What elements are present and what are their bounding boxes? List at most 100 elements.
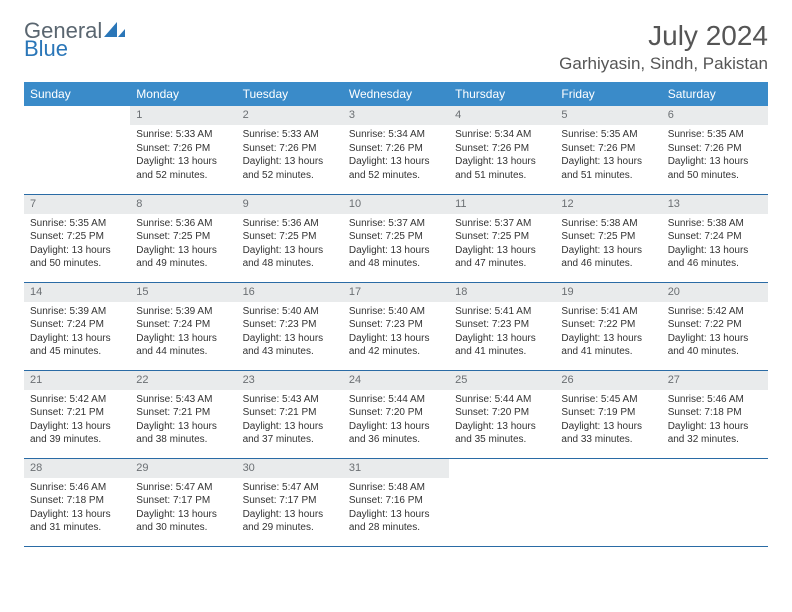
calendar-week-row: 21Sunrise: 5:42 AMSunset: 7:21 PMDayligh… [24,370,768,458]
day-details: Sunrise: 5:41 AMSunset: 7:22 PMDaylight:… [555,302,661,365]
daylight-line: Daylight: 13 hours and 41 minutes. [561,332,655,359]
calendar-day-cell: 4Sunrise: 5:34 AMSunset: 7:26 PMDaylight… [449,106,555,194]
day-details: Sunrise: 5:35 AMSunset: 7:26 PMDaylight:… [555,125,661,188]
calendar-day-cell: 1Sunrise: 5:33 AMSunset: 7:26 PMDaylight… [130,106,236,194]
weekday-header: Monday [130,82,236,106]
day-number: 21 [24,371,130,390]
sunset-line: Sunset: 7:21 PM [136,406,230,420]
day-number: 11 [449,195,555,214]
weekday-header: Sunday [24,82,130,106]
sunset-line: Sunset: 7:23 PM [349,318,443,332]
sunset-line: Sunset: 7:25 PM [243,230,337,244]
day-number: 14 [24,283,130,302]
sunset-line: Sunset: 7:22 PM [561,318,655,332]
daylight-line: Daylight: 13 hours and 51 minutes. [455,155,549,182]
day-number: 27 [662,371,768,390]
day-details: Sunrise: 5:38 AMSunset: 7:25 PMDaylight:… [555,214,661,277]
daylight-line: Daylight: 13 hours and 30 minutes. [136,508,230,535]
calendar-day-cell: 5Sunrise: 5:35 AMSunset: 7:26 PMDaylight… [555,106,661,194]
sunset-line: Sunset: 7:18 PM [668,406,762,420]
day-details: Sunrise: 5:47 AMSunset: 7:17 PMDaylight:… [130,478,236,541]
weekday-header: Saturday [662,82,768,106]
calendar-day-cell: 7Sunrise: 5:35 AMSunset: 7:25 PMDaylight… [24,194,130,282]
day-number: 15 [130,283,236,302]
sunset-line: Sunset: 7:25 PM [30,230,124,244]
calendar-week-row: 7Sunrise: 5:35 AMSunset: 7:25 PMDaylight… [24,194,768,282]
day-number: 23 [237,371,343,390]
day-number: 6 [662,106,768,125]
header: GeneralBlue July 2024 Garhiyasin, Sindh,… [24,20,768,74]
calendar-day-cell: 26Sunrise: 5:45 AMSunset: 7:19 PMDayligh… [555,370,661,458]
day-details: Sunrise: 5:44 AMSunset: 7:20 PMDaylight:… [343,390,449,453]
sunrise-line: Sunrise: 5:34 AM [455,128,549,142]
calendar-body: .1Sunrise: 5:33 AMSunset: 7:26 PMDayligh… [24,106,768,546]
day-number: 2 [237,106,343,125]
daylight-line: Daylight: 13 hours and 28 minutes. [349,508,443,535]
sunrise-line: Sunrise: 5:42 AM [668,305,762,319]
daylight-line: Daylight: 13 hours and 51 minutes. [561,155,655,182]
weekday-header: Friday [555,82,661,106]
daylight-line: Daylight: 13 hours and 40 minutes. [668,332,762,359]
daylight-line: Daylight: 13 hours and 46 minutes. [561,244,655,271]
day-number: 16 [237,283,343,302]
calendar-day-cell: 8Sunrise: 5:36 AMSunset: 7:25 PMDaylight… [130,194,236,282]
day-number: 20 [662,283,768,302]
day-details: Sunrise: 5:43 AMSunset: 7:21 PMDaylight:… [130,390,236,453]
sunset-line: Sunset: 7:24 PM [136,318,230,332]
daylight-line: Daylight: 13 hours and 49 minutes. [136,244,230,271]
calendar-day-cell: 29Sunrise: 5:47 AMSunset: 7:17 PMDayligh… [130,458,236,546]
sunset-line: Sunset: 7:24 PM [30,318,124,332]
day-details: Sunrise: 5:48 AMSunset: 7:16 PMDaylight:… [343,478,449,541]
daylight-line: Daylight: 13 hours and 46 minutes. [668,244,762,271]
calendar-day-cell: 6Sunrise: 5:35 AMSunset: 7:26 PMDaylight… [662,106,768,194]
day-details: Sunrise: 5:38 AMSunset: 7:24 PMDaylight:… [662,214,768,277]
day-number: 30 [237,459,343,478]
daylight-line: Daylight: 13 hours and 41 minutes. [455,332,549,359]
day-number: 19 [555,283,661,302]
sunset-line: Sunset: 7:16 PM [349,494,443,508]
sunrise-line: Sunrise: 5:43 AM [243,393,337,407]
calendar-day-cell: . [24,106,130,194]
sunset-line: Sunset: 7:21 PM [30,406,124,420]
sunrise-line: Sunrise: 5:40 AM [349,305,443,319]
daylight-line: Daylight: 13 hours and 45 minutes. [30,332,124,359]
weekday-header: Tuesday [237,82,343,106]
calendar-day-cell: 10Sunrise: 5:37 AMSunset: 7:25 PMDayligh… [343,194,449,282]
day-number: 25 [449,371,555,390]
daylight-line: Daylight: 13 hours and 37 minutes. [243,420,337,447]
calendar-day-cell: 30Sunrise: 5:47 AMSunset: 7:17 PMDayligh… [237,458,343,546]
calendar-day-cell: 13Sunrise: 5:38 AMSunset: 7:24 PMDayligh… [662,194,768,282]
sunset-line: Sunset: 7:26 PM [668,142,762,156]
sunrise-line: Sunrise: 5:47 AM [136,481,230,495]
weekday-header: Thursday [449,82,555,106]
calendar-week-row: .1Sunrise: 5:33 AMSunset: 7:26 PMDayligh… [24,106,768,194]
sunset-line: Sunset: 7:19 PM [561,406,655,420]
day-number: 7 [24,195,130,214]
day-details: Sunrise: 5:40 AMSunset: 7:23 PMDaylight:… [343,302,449,365]
day-number: 18 [449,283,555,302]
calendar-day-cell: 31Sunrise: 5:48 AMSunset: 7:16 PMDayligh… [343,458,449,546]
sunrise-line: Sunrise: 5:38 AM [561,217,655,231]
daylight-line: Daylight: 13 hours and 52 minutes. [136,155,230,182]
daylight-line: Daylight: 13 hours and 48 minutes. [243,244,337,271]
sunrise-line: Sunrise: 5:33 AM [243,128,337,142]
calendar-day-cell: 3Sunrise: 5:34 AMSunset: 7:26 PMDaylight… [343,106,449,194]
calendar-day-cell: . [449,458,555,546]
sunrise-line: Sunrise: 5:44 AM [455,393,549,407]
day-details: Sunrise: 5:37 AMSunset: 7:25 PMDaylight:… [449,214,555,277]
calendar-day-cell: 23Sunrise: 5:43 AMSunset: 7:21 PMDayligh… [237,370,343,458]
calendar-day-cell: 18 Sunrise: 5:41 AMSunset: 7:23 PMDayligh… [449,282,555,370]
day-number: 4 [449,106,555,125]
sunrise-line: Sunrise: 5:38 AM [668,217,762,231]
sunset-line: Sunset: 7:23 PM [455,318,549,332]
sunset-line: Sunset: 7:25 PM [349,230,443,244]
sunrise-line: Sunrise: 5:33 AM [136,128,230,142]
sunrise-line: Sunrise: 5:45 AM [561,393,655,407]
sunset-line: Sunset: 7:26 PM [349,142,443,156]
day-number: 17 [343,283,449,302]
calendar-day-cell: 9Sunrise: 5:36 AMSunset: 7:25 PMDaylight… [237,194,343,282]
day-details: Sunrise: 5:34 AMSunset: 7:26 PMDaylight:… [449,125,555,188]
sunrise-line: Sunrise: 5:41 AM [455,305,549,319]
day-details: Sunrise: 5:39 AMSunset: 7:24 PMDaylight:… [130,302,236,365]
calendar-week-row: 14Sunrise: 5:39 AMSunset: 7:24 PMDayligh… [24,282,768,370]
